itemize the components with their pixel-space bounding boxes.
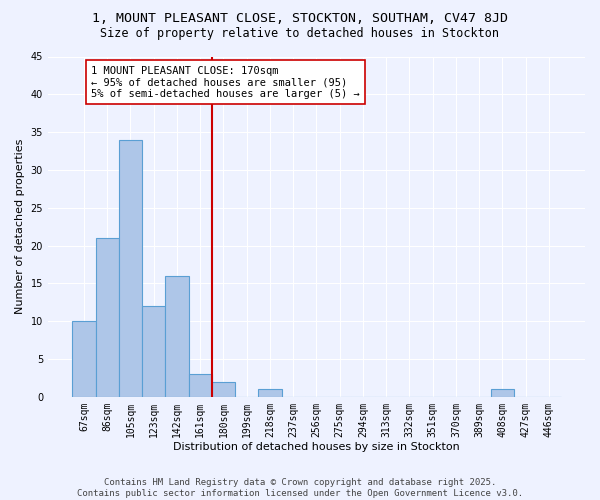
Bar [188,374,212,397]
Bar [259,390,281,397]
Y-axis label: Number of detached properties: Number of detached properties [15,139,25,314]
Bar [73,321,95,397]
Bar [119,140,142,397]
Bar [212,382,235,397]
Text: Size of property relative to detached houses in Stockton: Size of property relative to detached ho… [101,28,499,40]
Bar [491,390,514,397]
X-axis label: Distribution of detached houses by size in Stockton: Distribution of detached houses by size … [173,442,460,452]
Bar [95,238,119,397]
Text: Contains HM Land Registry data © Crown copyright and database right 2025.
Contai: Contains HM Land Registry data © Crown c… [77,478,523,498]
Bar [142,306,166,397]
Bar [166,276,188,397]
Text: 1, MOUNT PLEASANT CLOSE, STOCKTON, SOUTHAM, CV47 8JD: 1, MOUNT PLEASANT CLOSE, STOCKTON, SOUTH… [92,12,508,26]
Text: 1 MOUNT PLEASANT CLOSE: 170sqm
← 95% of detached houses are smaller (95)
5% of s: 1 MOUNT PLEASANT CLOSE: 170sqm ← 95% of … [91,66,359,99]
